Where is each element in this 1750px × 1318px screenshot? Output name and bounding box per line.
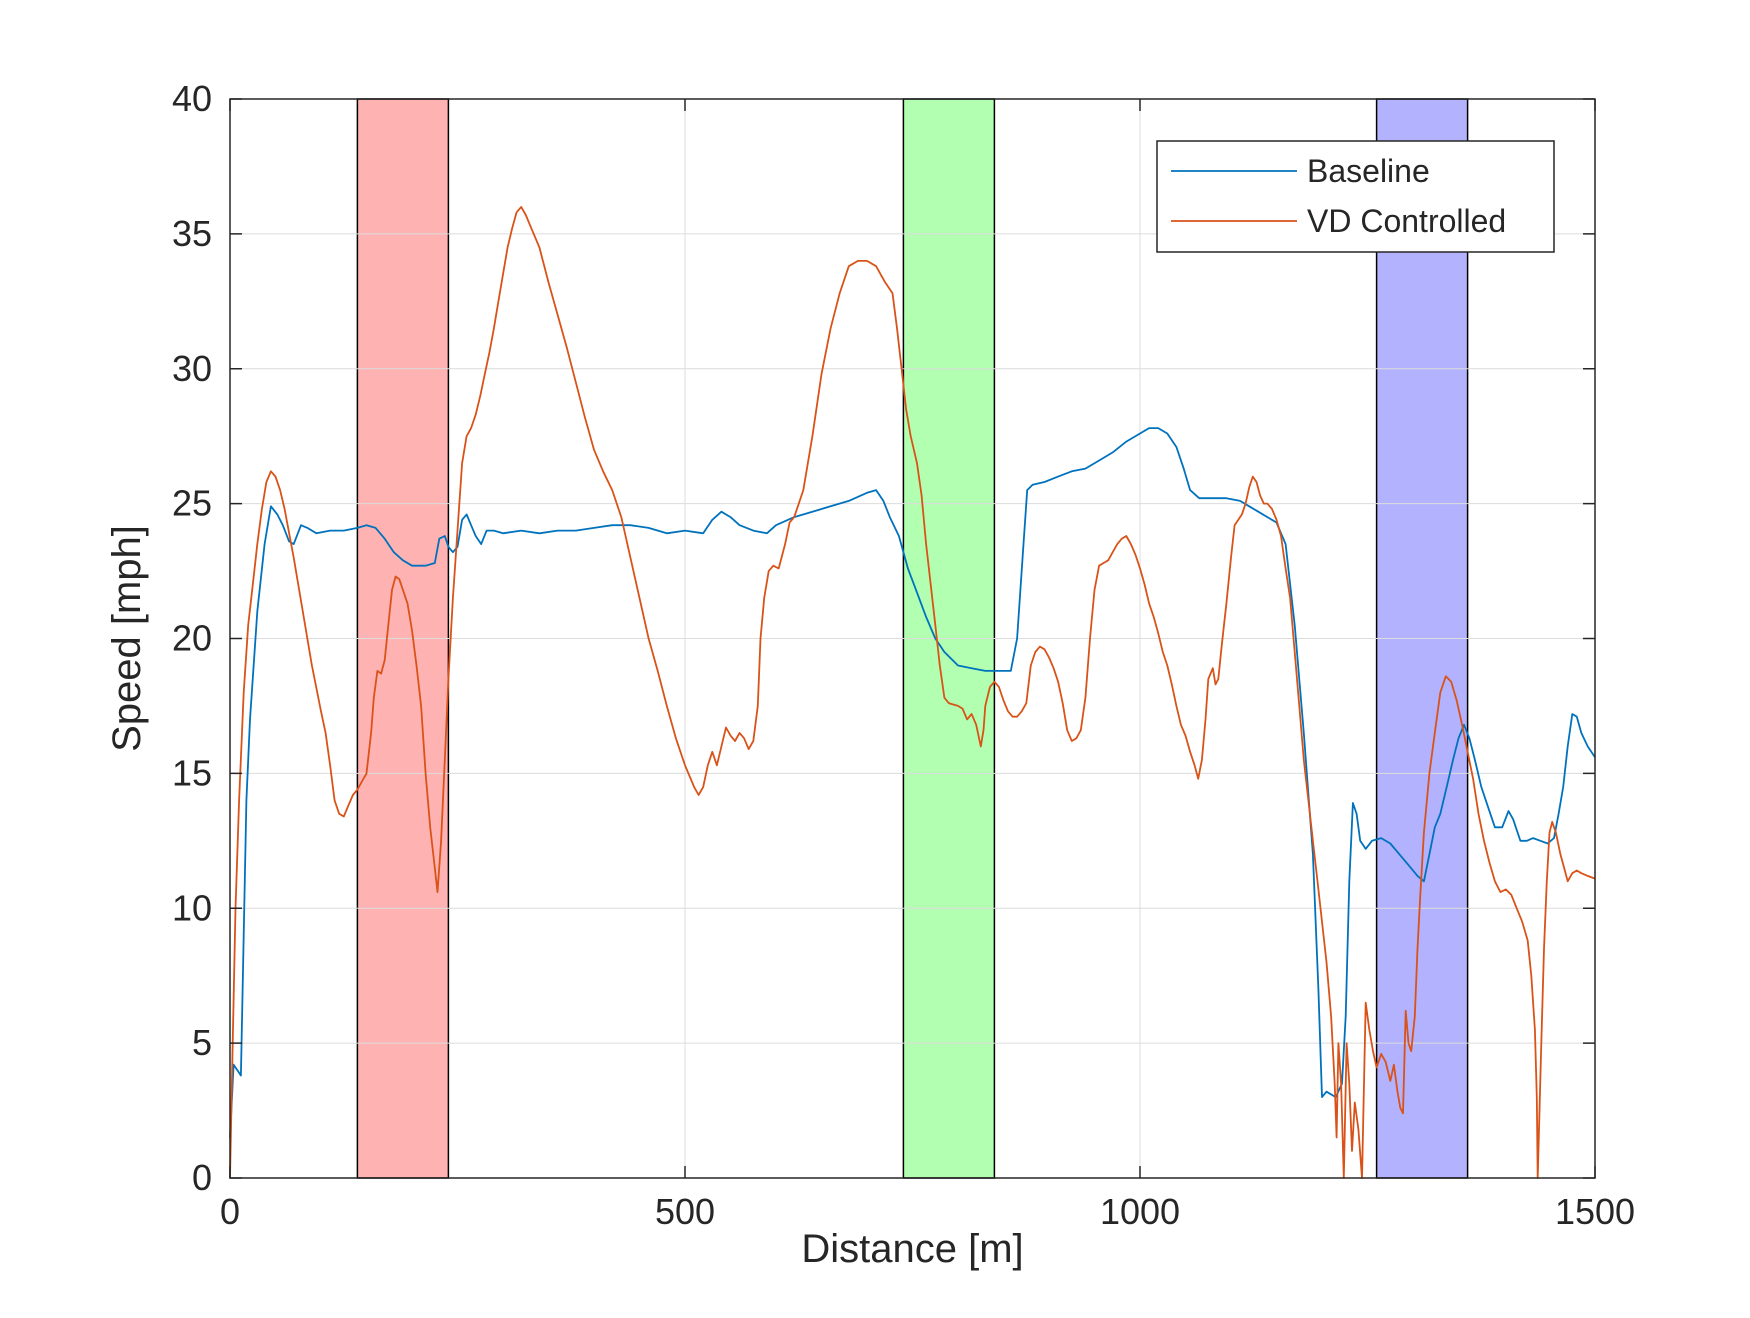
series-line-vd-controlled [229,206,1596,1179]
y-tick-label: 5 [192,1022,212,1063]
axes [229,98,1596,1179]
x-tick-label: 0 [220,1191,240,1232]
series-line-baseline [229,427,1596,1138]
series-lines [229,206,1596,1179]
y-tick-label: 15 [172,752,212,793]
y-tick-label: 40 [172,78,212,119]
x-tick-label: 1500 [1555,1191,1635,1232]
legend-entry-label: VD Controlled [1307,203,1506,239]
tick-labels: 0 500 1000 1500 0 5 10 15 20 25 30 35 40 [172,78,1635,1232]
legend-box [1156,140,1555,253]
y-tick-label: 25 [172,483,212,524]
y-axis-label: Speed [mph] [105,525,149,752]
y-tick-label: 35 [172,213,212,254]
y-tick-label: 0 [192,1157,212,1198]
y-tick-label: 20 [172,618,212,659]
legend-entry-label: Baseline [1307,153,1430,189]
y-tick-label: 10 [172,887,212,928]
x-tick-label: 1000 [1100,1191,1180,1232]
x-tick-label: 500 [655,1191,715,1232]
y-tick-label: 30 [172,348,212,389]
x-axis-label: Distance [m] [801,1227,1023,1271]
legend: Baseline VD Controlled [1156,140,1555,253]
